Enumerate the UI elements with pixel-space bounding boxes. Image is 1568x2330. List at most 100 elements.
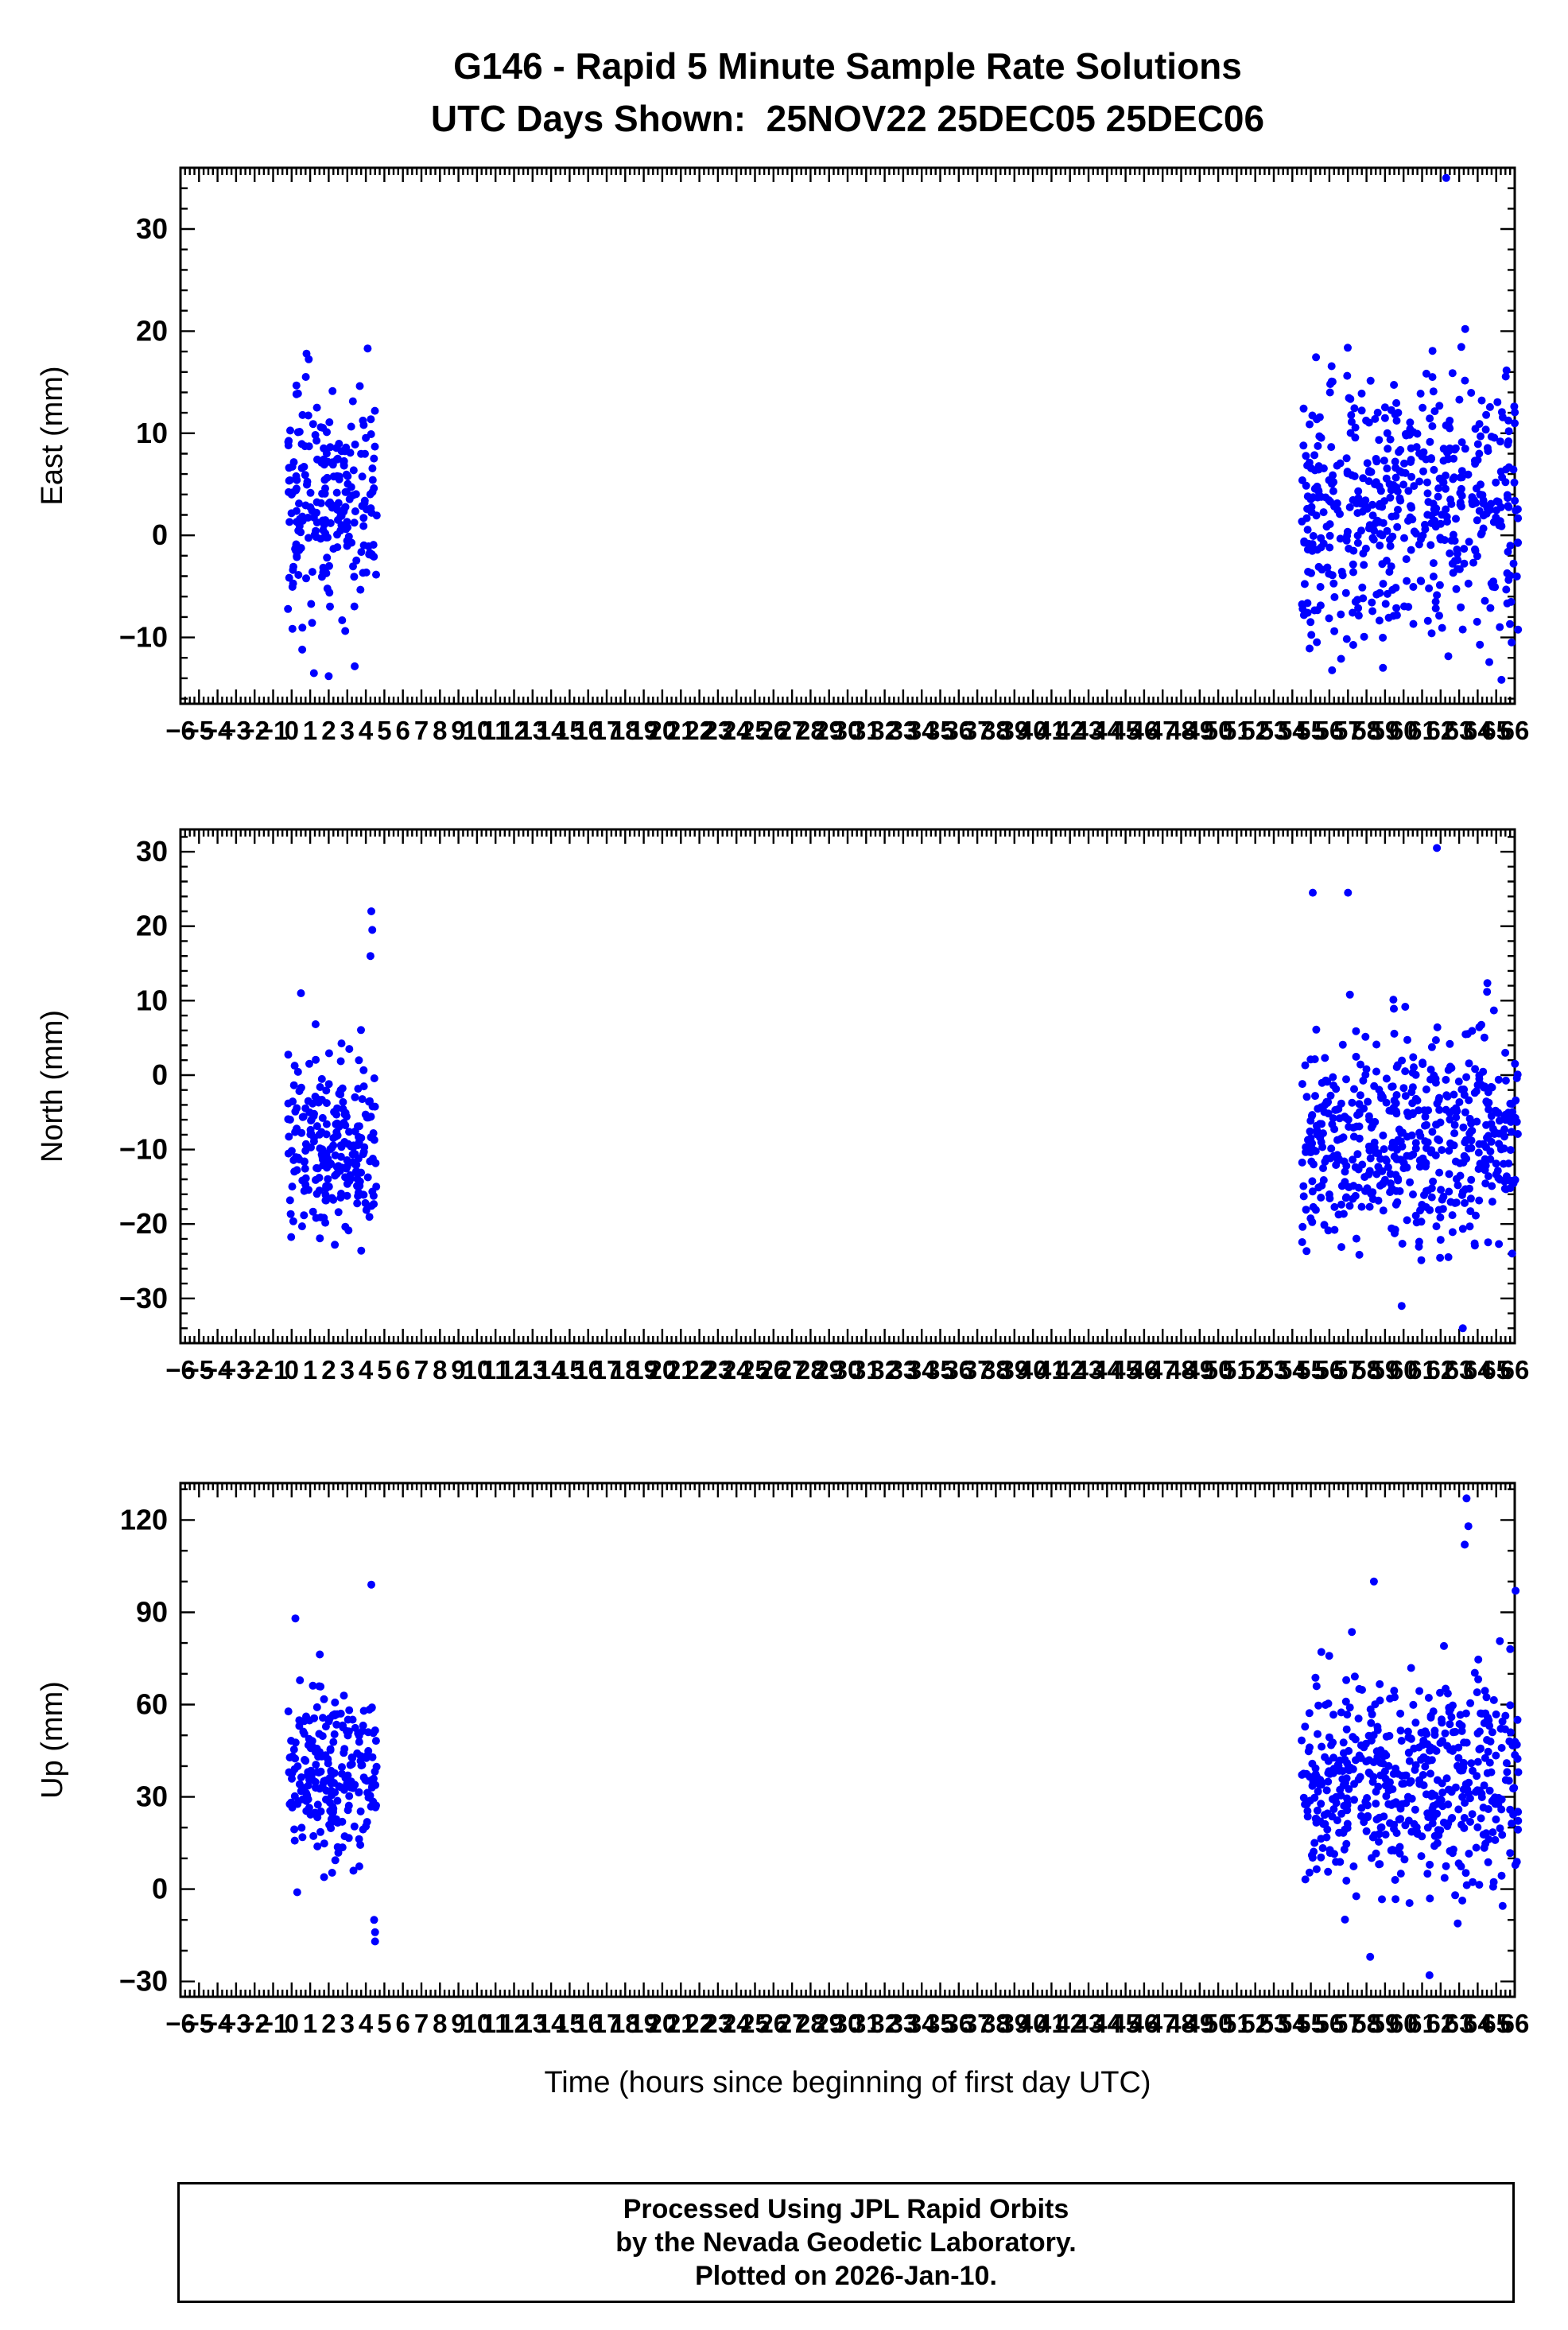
axis-ticks [179,1483,1516,1997]
svg-text:120: 120 [120,1503,168,1536]
svg-text:12: 12 [499,716,529,745]
svg-text:25: 25 [740,716,770,745]
scatter-points [284,1494,1523,1979]
svg-text:42: 42 [1055,716,1085,745]
svg-text:22: 22 [685,2009,714,2038]
svg-text:34: 34 [907,1355,937,1384]
svg-text:10: 10 [463,2009,492,2038]
svg-text:11: 11 [482,1355,510,1384]
svg-text:30: 30 [136,835,168,868]
y-axis-title: North (mm) [36,1010,69,1163]
svg-text:7: 7 [414,1355,429,1384]
svg-text:35: 35 [926,2009,955,2038]
footer-line-1: Processed Using JPL Rapid Orbits [623,2194,1069,2224]
svg-text:56: 56 [1315,2009,1345,2038]
svg-text:57: 57 [1333,1355,1363,1384]
svg-text:9: 9 [451,716,465,745]
svg-text:53: 53 [1259,716,1289,745]
svg-text:56: 56 [1315,716,1345,745]
svg-text:45: 45 [1111,1355,1140,1384]
svg-text:−5: −5 [184,716,214,745]
svg-text:34: 34 [907,2009,937,2038]
svg-text:2: 2 [321,2009,336,2038]
svg-text:3: 3 [340,716,355,745]
svg-text:64: 64 [1463,716,1492,745]
svg-text:42: 42 [1055,1355,1085,1384]
svg-text:11: 11 [482,716,510,745]
svg-text:10: 10 [463,1355,492,1384]
svg-text:35: 35 [926,716,955,745]
svg-text:52: 52 [1240,2009,1270,2038]
svg-text:32: 32 [870,716,899,745]
svg-text:−1: −1 [258,716,289,745]
footer-line-3: Plotted on 2026-Jan-10. [695,2261,997,2291]
svg-text:−5: −5 [184,1355,214,1384]
svg-text:55: 55 [1296,716,1325,745]
plot-frame [179,828,1516,1345]
svg-text:27: 27 [778,716,807,745]
svg-text:8: 8 [433,2009,447,2038]
svg-text:40: 40 [1019,2009,1048,2038]
svg-text:−6: −6 [165,2009,196,2038]
svg-text:18: 18 [611,1355,640,1384]
svg-text:49: 49 [1185,1355,1214,1384]
svg-text:40: 40 [1019,1355,1048,1384]
svg-text:33: 33 [889,2009,918,2038]
y-axis-title: East (mm) [36,366,69,505]
svg-text:−6: −6 [165,1355,196,1384]
svg-text:22: 22 [685,716,714,745]
svg-text:39: 39 [999,2009,1029,2038]
svg-text:39: 39 [999,1355,1029,1384]
svg-text:65: 65 [1481,716,1511,745]
axis-ticks [179,829,1516,1345]
svg-text:11: 11 [482,2009,510,2038]
svg-text:31: 31 [852,1355,881,1384]
svg-text:46: 46 [1130,716,1159,745]
svg-text:90: 90 [136,1596,168,1629]
svg-text:14: 14 [537,716,566,745]
svg-text:28: 28 [796,2009,825,2038]
svg-text:47: 47 [1148,2009,1178,2038]
svg-text:−20: −20 [119,1207,168,1240]
x-tick-labels: −6−5−4−3−2−10 1 2 3 4 5 6 7 8 9101112131415161718… [165,2009,1529,2038]
svg-text:38: 38 [981,1355,1011,1384]
svg-text:60: 60 [1389,716,1419,745]
svg-text:28: 28 [796,1355,825,1384]
svg-text:30: 30 [136,1781,168,1813]
svg-text:41: 41 [1037,2009,1066,2038]
svg-text:17: 17 [592,716,622,745]
svg-text:47: 47 [1148,716,1178,745]
svg-text:−30: −30 [119,1282,168,1315]
svg-text:−2: −2 [239,2009,270,2038]
svg-text:10: 10 [136,417,168,449]
svg-text:−3: −3 [221,716,251,745]
svg-text:13: 13 [518,1355,547,1384]
svg-text:0: 0 [285,1355,299,1384]
svg-text:0: 0 [285,2009,299,2038]
svg-text:−4: −4 [203,716,233,745]
svg-text:32: 32 [870,1355,899,1384]
svg-text:53: 53 [1259,1355,1289,1384]
svg-text:57: 57 [1333,716,1363,745]
svg-text:54: 54 [1278,2009,1307,2038]
svg-text:42: 42 [1055,2009,1085,2038]
svg-text:0: 0 [152,518,168,551]
svg-text:45: 45 [1111,2009,1140,2038]
svg-text:59: 59 [1371,716,1400,745]
svg-text:29: 29 [814,2009,844,2038]
svg-text:25: 25 [740,2009,770,2038]
svg-text:62: 62 [1426,1355,1455,1384]
svg-text:16: 16 [573,1355,603,1384]
svg-text:0: 0 [152,1873,168,1905]
scatter-plot: −6−5−4−3−2−10 1 2 3 4 5 6 7 8 9101112131415161718… [36,166,1529,745]
svg-text:44: 44 [1093,716,1122,745]
panel-up: −6 −5 −4 −3 −2 −1 0 1 2 3 4 5 6 7 8 9 10 11 12 13 14 15 16 17 18… [32,1481,1543,2055]
svg-text:62: 62 [1426,2009,1455,2038]
svg-text:15: 15 [555,2009,584,2038]
svg-text:58: 58 [1352,716,1381,745]
svg-text:−1: −1 [258,2009,289,2038]
svg-text:61: 61 [1407,2009,1437,2038]
svg-text:55: 55 [1296,1355,1325,1384]
scatter-plot: −6−5−4−3−2−10 1 2 3 4 5 6 7 8 9101112131415161718… [36,828,1529,1384]
